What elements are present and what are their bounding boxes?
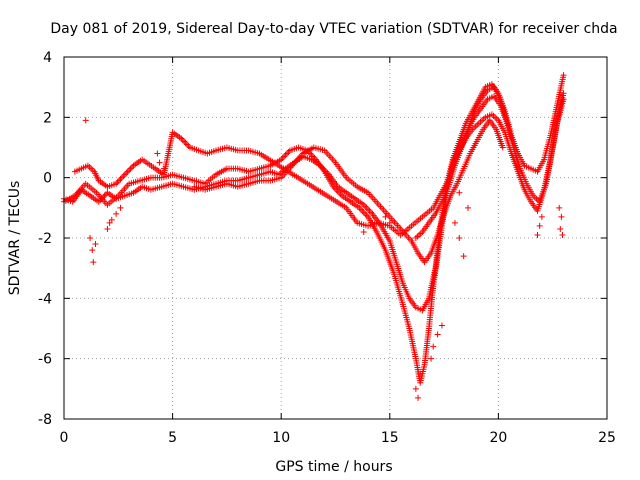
chart-title: Day 081 of 2019, Sidereal Day-to-day VTE…: [50, 21, 617, 37]
data-point: [456, 189, 463, 196]
x-axis-label: GPS time / hours: [275, 459, 392, 475]
data-point: [160, 165, 167, 172]
data-point: [283, 150, 290, 157]
data-point: [362, 203, 369, 210]
plot-frame: [63, 56, 608, 420]
data-point: [417, 370, 424, 377]
data-point: [557, 225, 564, 232]
data-point: [357, 206, 364, 213]
data-point: [181, 138, 188, 145]
x-tick-label: 20: [489, 430, 507, 446]
data-point: [369, 219, 376, 226]
data-point: [182, 139, 189, 146]
data-point: [113, 210, 120, 217]
data-point: [438, 322, 445, 329]
data-point: [156, 159, 163, 166]
y-tick-label: -8: [38, 412, 52, 428]
y-tick-label: 4: [43, 50, 52, 66]
data-point: [430, 343, 437, 350]
data-point: [359, 207, 366, 214]
data-point: [184, 141, 191, 148]
data-point: [538, 213, 545, 220]
data-point: [281, 153, 288, 160]
data-point: [464, 204, 471, 211]
x-tick-label: 15: [381, 430, 399, 446]
data-point: [560, 72, 567, 79]
data-point: [560, 96, 567, 103]
data-point: [560, 90, 567, 97]
data-point: [536, 222, 543, 229]
data-point: [366, 207, 373, 214]
x-tick-label: 0: [60, 430, 69, 446]
data-point: [106, 219, 113, 226]
data-point: [90, 259, 97, 266]
data-point: [123, 170, 130, 177]
data-point: [428, 355, 435, 362]
data-point: [82, 117, 89, 124]
data-point: [362, 210, 369, 217]
data-point: [499, 144, 506, 151]
data-point: [92, 241, 99, 248]
y-tick-label: -4: [38, 291, 52, 307]
data-points: [61, 72, 567, 401]
data-point: [126, 167, 133, 174]
data-point: [556, 204, 563, 211]
x-tick-label: 25: [598, 430, 616, 446]
data-point: [360, 228, 367, 235]
grid: [64, 57, 607, 419]
data-point: [179, 136, 186, 143]
data-point: [415, 394, 422, 401]
data-point: [129, 164, 136, 171]
data-point: [451, 219, 458, 226]
data-point: [504, 120, 511, 127]
y-tick-label: 2: [43, 110, 52, 126]
y-tick-label: -2: [38, 231, 52, 247]
data-point: [118, 174, 125, 181]
y-tick-label: 0: [43, 171, 52, 187]
data-point: [116, 177, 123, 184]
y-tick-label: -6: [38, 352, 52, 368]
x-tick-label: 10: [272, 430, 290, 446]
y-axis-label: SDTVAR / TECUs: [7, 181, 23, 296]
x-tick-label: 5: [168, 430, 177, 446]
data-point: [367, 209, 374, 216]
data-point: [434, 331, 441, 338]
data-point: [365, 206, 372, 213]
data-point: [127, 165, 134, 172]
data-point: [363, 204, 370, 211]
data-point: [120, 173, 127, 180]
data-point: [104, 225, 111, 232]
data-point: [124, 168, 131, 175]
data-point: [386, 219, 393, 226]
data-point: [154, 150, 161, 157]
data-point: [282, 152, 289, 159]
data-point: [89, 247, 96, 254]
data-point: [534, 231, 541, 238]
data-point: [559, 231, 566, 238]
data-point: [311, 155, 318, 162]
axis-ticks: 0 5 10 15 20 25 -8 -6 -4 -2 0 2 4: [38, 50, 616, 446]
data-point: [117, 176, 124, 183]
data-point: [121, 171, 128, 178]
data-point: [382, 213, 389, 220]
data-point: [456, 235, 463, 241]
data-point: [460, 253, 467, 260]
data-point: [558, 213, 565, 220]
data-point: [360, 209, 367, 216]
data-point: [108, 216, 115, 223]
data-point: [117, 204, 124, 211]
data-point: [412, 385, 419, 392]
data-point: [87, 235, 94, 241]
